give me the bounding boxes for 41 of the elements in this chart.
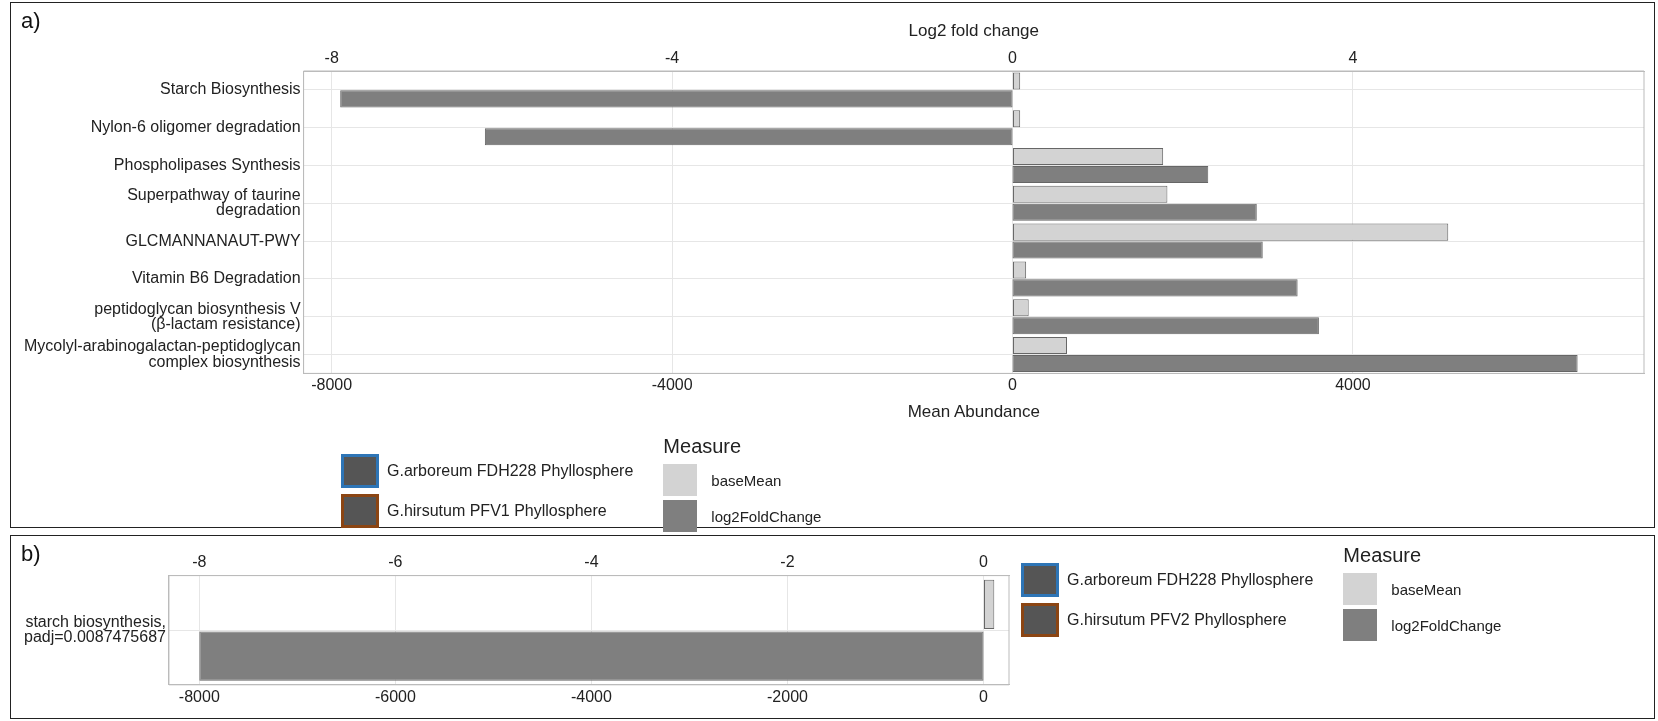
legend-label: G.arboreum FDH228 Phyllosphere (1067, 571, 1314, 589)
x-tick-label: -4000 (651, 376, 693, 394)
y-tick-label: Mycolyl-arabinogalactan-peptidoglycan complex biosynthesis (23, 337, 301, 370)
y-tick-label: GLCMANNANAUT-PWY (125, 231, 301, 249)
legend-label: log2FoldChange (711, 507, 822, 525)
x-tick-label: 0 (979, 687, 989, 705)
legend-title: Measure (1343, 544, 1423, 567)
x2-tick-label: -4 (584, 553, 599, 571)
x-tick-label: -6000 (374, 687, 416, 705)
y-tick-label: Phospholipases Synthesis (113, 155, 301, 173)
text: a) (21, 8, 41, 34)
x-tick-label: -8000 (311, 376, 353, 394)
legend-label: log2FoldChange (1391, 616, 1502, 634)
chart-title: b) (21, 541, 41, 567)
x-tick-label: 0 (1008, 376, 1018, 394)
y-tick-label: Nylon-6 oligomer degradation (90, 118, 301, 136)
y-tick-label: starch biosynthesis, padj=0.0087475687 (24, 613, 167, 646)
y-tick-label: Vitamin B6 Degradation (131, 269, 301, 287)
legend-label: baseMean (711, 471, 782, 489)
legend-title: Measure (663, 435, 743, 458)
y-tick-label: peptidoglycan biosynthesis V (β-lactam resistance) (94, 299, 301, 332)
legend-label: G.hirsutum PFV2 Phyllosphere (1067, 611, 1287, 629)
y-tick-label: Starch Biosynthesis (160, 80, 301, 98)
x2-tick-label: -4 (664, 48, 680, 66)
x2-tick-label: 4 (1348, 48, 1358, 66)
legend-label: baseMean (1391, 580, 1462, 598)
x2-tick-label: -6 (388, 553, 403, 571)
x-axis-title: Mean Abundance (907, 402, 1040, 422)
x2-tick-label: -2 (780, 553, 795, 571)
x2-tick-label: 0 (1008, 48, 1018, 66)
x2-tick-label: 0 (979, 553, 989, 571)
legend-label: G.arboreum FDH228 Phyllosphere (387, 462, 634, 480)
x2-axis-title: Log2 fold change (908, 21, 1040, 41)
x-tick-label: 4000 (1335, 376, 1371, 394)
x2-tick-label: -8 (324, 48, 339, 66)
y-tick-label: Superpathway of taurine degradation (127, 186, 301, 219)
x-tick-label: -2000 (767, 687, 809, 705)
legend-label: G.hirsutum PFV1 Phyllosphere (387, 502, 607, 520)
x-tick-label: -4000 (570, 687, 612, 705)
x-tick-label: -8000 (178, 687, 220, 705)
x2-tick-label: -8 (192, 553, 207, 571)
